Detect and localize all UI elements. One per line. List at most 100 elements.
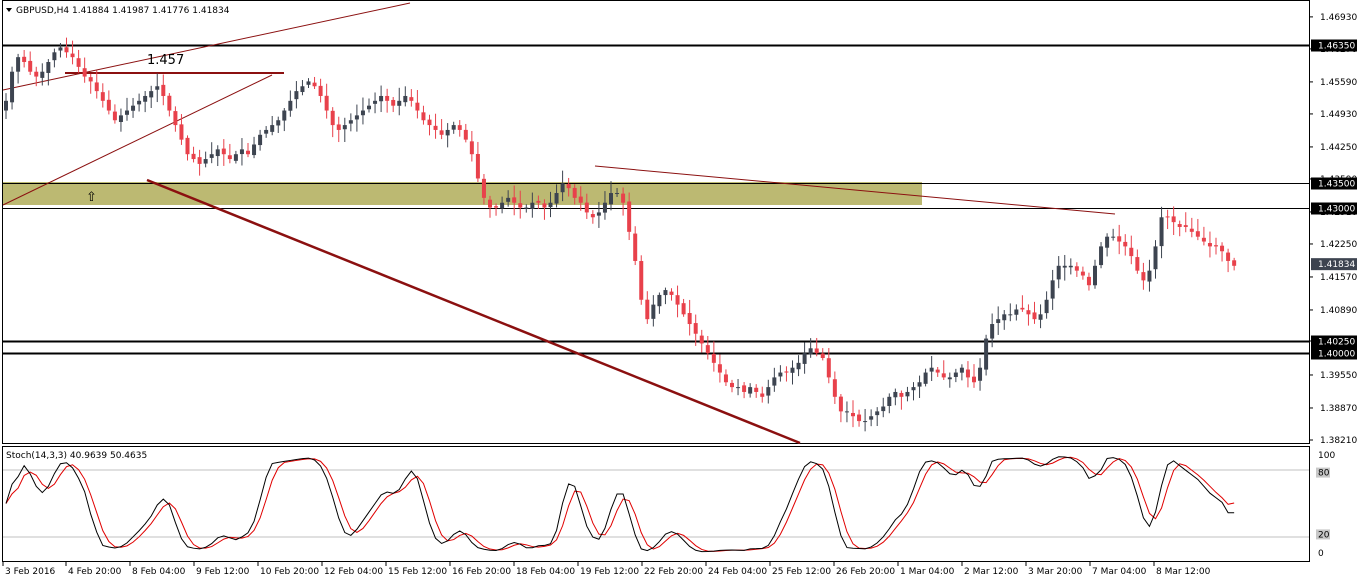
time-tick-label: 10 Feb 20:00 xyxy=(260,567,319,577)
candle-body xyxy=(137,100,142,105)
price-tick-label: 1.45590 xyxy=(1320,78,1357,88)
candle-body xyxy=(953,372,958,377)
candle-body xyxy=(221,148,226,155)
candle-body xyxy=(342,125,347,130)
candle-body xyxy=(457,125,462,130)
candle-body xyxy=(911,387,916,391)
level-label: 1.46350 xyxy=(1318,42,1355,52)
candle-body xyxy=(621,193,626,203)
candle-body xyxy=(1093,265,1097,286)
candle-body xyxy=(1068,265,1073,268)
candle-body xyxy=(1207,243,1212,247)
candle-body xyxy=(246,150,250,155)
time-tick-label: 19 Feb 12:00 xyxy=(580,567,639,577)
candle-body xyxy=(10,71,15,103)
candle-body xyxy=(409,97,414,101)
candle-body xyxy=(1074,266,1079,271)
candle-body xyxy=(881,406,886,412)
candle-body xyxy=(475,153,480,179)
candle-body xyxy=(52,52,57,61)
candle-body xyxy=(397,100,402,106)
candle-body xyxy=(118,115,123,122)
candle-body xyxy=(1020,307,1025,310)
time-tick-label: 18 Feb 04:00 xyxy=(516,567,575,577)
candle-body xyxy=(1153,246,1158,270)
candle-body xyxy=(1105,236,1110,248)
candle-body xyxy=(1056,265,1061,280)
candle-body xyxy=(1195,231,1200,237)
time-tick-label: 3 Feb 2016 xyxy=(5,567,56,577)
candle-body xyxy=(22,56,27,63)
candle-body xyxy=(1165,216,1170,218)
candle-body xyxy=(336,124,341,130)
candle-body xyxy=(596,212,601,216)
candle-body xyxy=(1111,236,1116,238)
candle-body xyxy=(869,416,874,420)
time-tick-label: 16 Feb 20:00 xyxy=(452,567,511,577)
candle-body xyxy=(826,358,831,378)
candle-body xyxy=(905,391,910,397)
candle-body xyxy=(1044,299,1049,314)
candle-body xyxy=(790,367,795,373)
time-tick-label: 12 Feb 04:00 xyxy=(324,567,383,577)
candle-body xyxy=(1232,260,1237,266)
candle-body xyxy=(851,412,855,417)
price-tick-label: 1.39550 xyxy=(1320,371,1357,381)
candle-body xyxy=(318,85,323,96)
dropdown-triangle-icon[interactable] xyxy=(6,8,12,12)
time-tick-label: 8 Feb 04:00 xyxy=(132,567,186,577)
candle-body xyxy=(875,411,880,416)
candle-body xyxy=(76,58,81,67)
candle-body xyxy=(742,385,747,392)
candle-body xyxy=(445,129,450,136)
candle-body xyxy=(1002,314,1007,321)
candle-body xyxy=(34,71,39,77)
candle-body xyxy=(506,197,511,202)
candle-body xyxy=(1159,217,1164,247)
candle-body xyxy=(488,199,492,208)
level-label: 1.43500 xyxy=(1318,180,1355,190)
candle-body xyxy=(1117,236,1122,242)
candle-body xyxy=(1050,280,1055,299)
candle-body xyxy=(1014,309,1019,315)
price-tick-label: 1.46930 xyxy=(1320,13,1357,23)
price-tick-label: 1.44250 xyxy=(1320,143,1357,153)
candle-body xyxy=(584,202,589,213)
candle-body xyxy=(748,387,753,394)
candle-body xyxy=(385,95,390,101)
candle-body xyxy=(173,111,178,126)
stoch-level-box xyxy=(1316,529,1330,540)
candle-body xyxy=(451,125,456,130)
time-tick-label: 9 Feb 12:00 xyxy=(196,567,250,577)
candle-body xyxy=(863,421,868,423)
candle-body xyxy=(929,367,934,372)
level-label: 1.40000 xyxy=(1318,350,1355,360)
price-tick-label: 1.41570 xyxy=(1320,273,1357,283)
candle-body xyxy=(4,100,8,111)
candle-body xyxy=(1080,271,1085,276)
candle-body xyxy=(46,62,51,73)
candle-body xyxy=(657,294,662,307)
price-axis: 1.469301.462701.455901.449301.442501.435… xyxy=(1309,13,1357,446)
candle-body xyxy=(276,120,281,126)
time-tick-label: 26 Feb 20:00 xyxy=(836,567,895,577)
candle-body xyxy=(784,371,789,373)
level-label: 1.40250 xyxy=(1318,338,1355,348)
candle-body xyxy=(143,95,148,102)
trend-lines xyxy=(2,2,1116,445)
candle-body xyxy=(179,124,184,140)
candle-body xyxy=(481,178,486,198)
candle-body xyxy=(760,393,765,397)
candle-body xyxy=(500,202,505,209)
candle-body xyxy=(155,86,160,90)
channel-lower-line xyxy=(2,74,273,206)
candle-body xyxy=(379,95,384,102)
stoch-header: Stoch(14,3,3) 40.9639 50.4635 xyxy=(6,451,147,461)
stoch-tick-label: 0 xyxy=(1318,549,1324,559)
lower-high-trend-line xyxy=(594,165,1116,215)
candle-body xyxy=(469,141,474,155)
candle-body xyxy=(239,149,244,155)
candle-body xyxy=(463,129,468,140)
candle-body xyxy=(403,95,408,103)
candle-body xyxy=(560,183,565,193)
